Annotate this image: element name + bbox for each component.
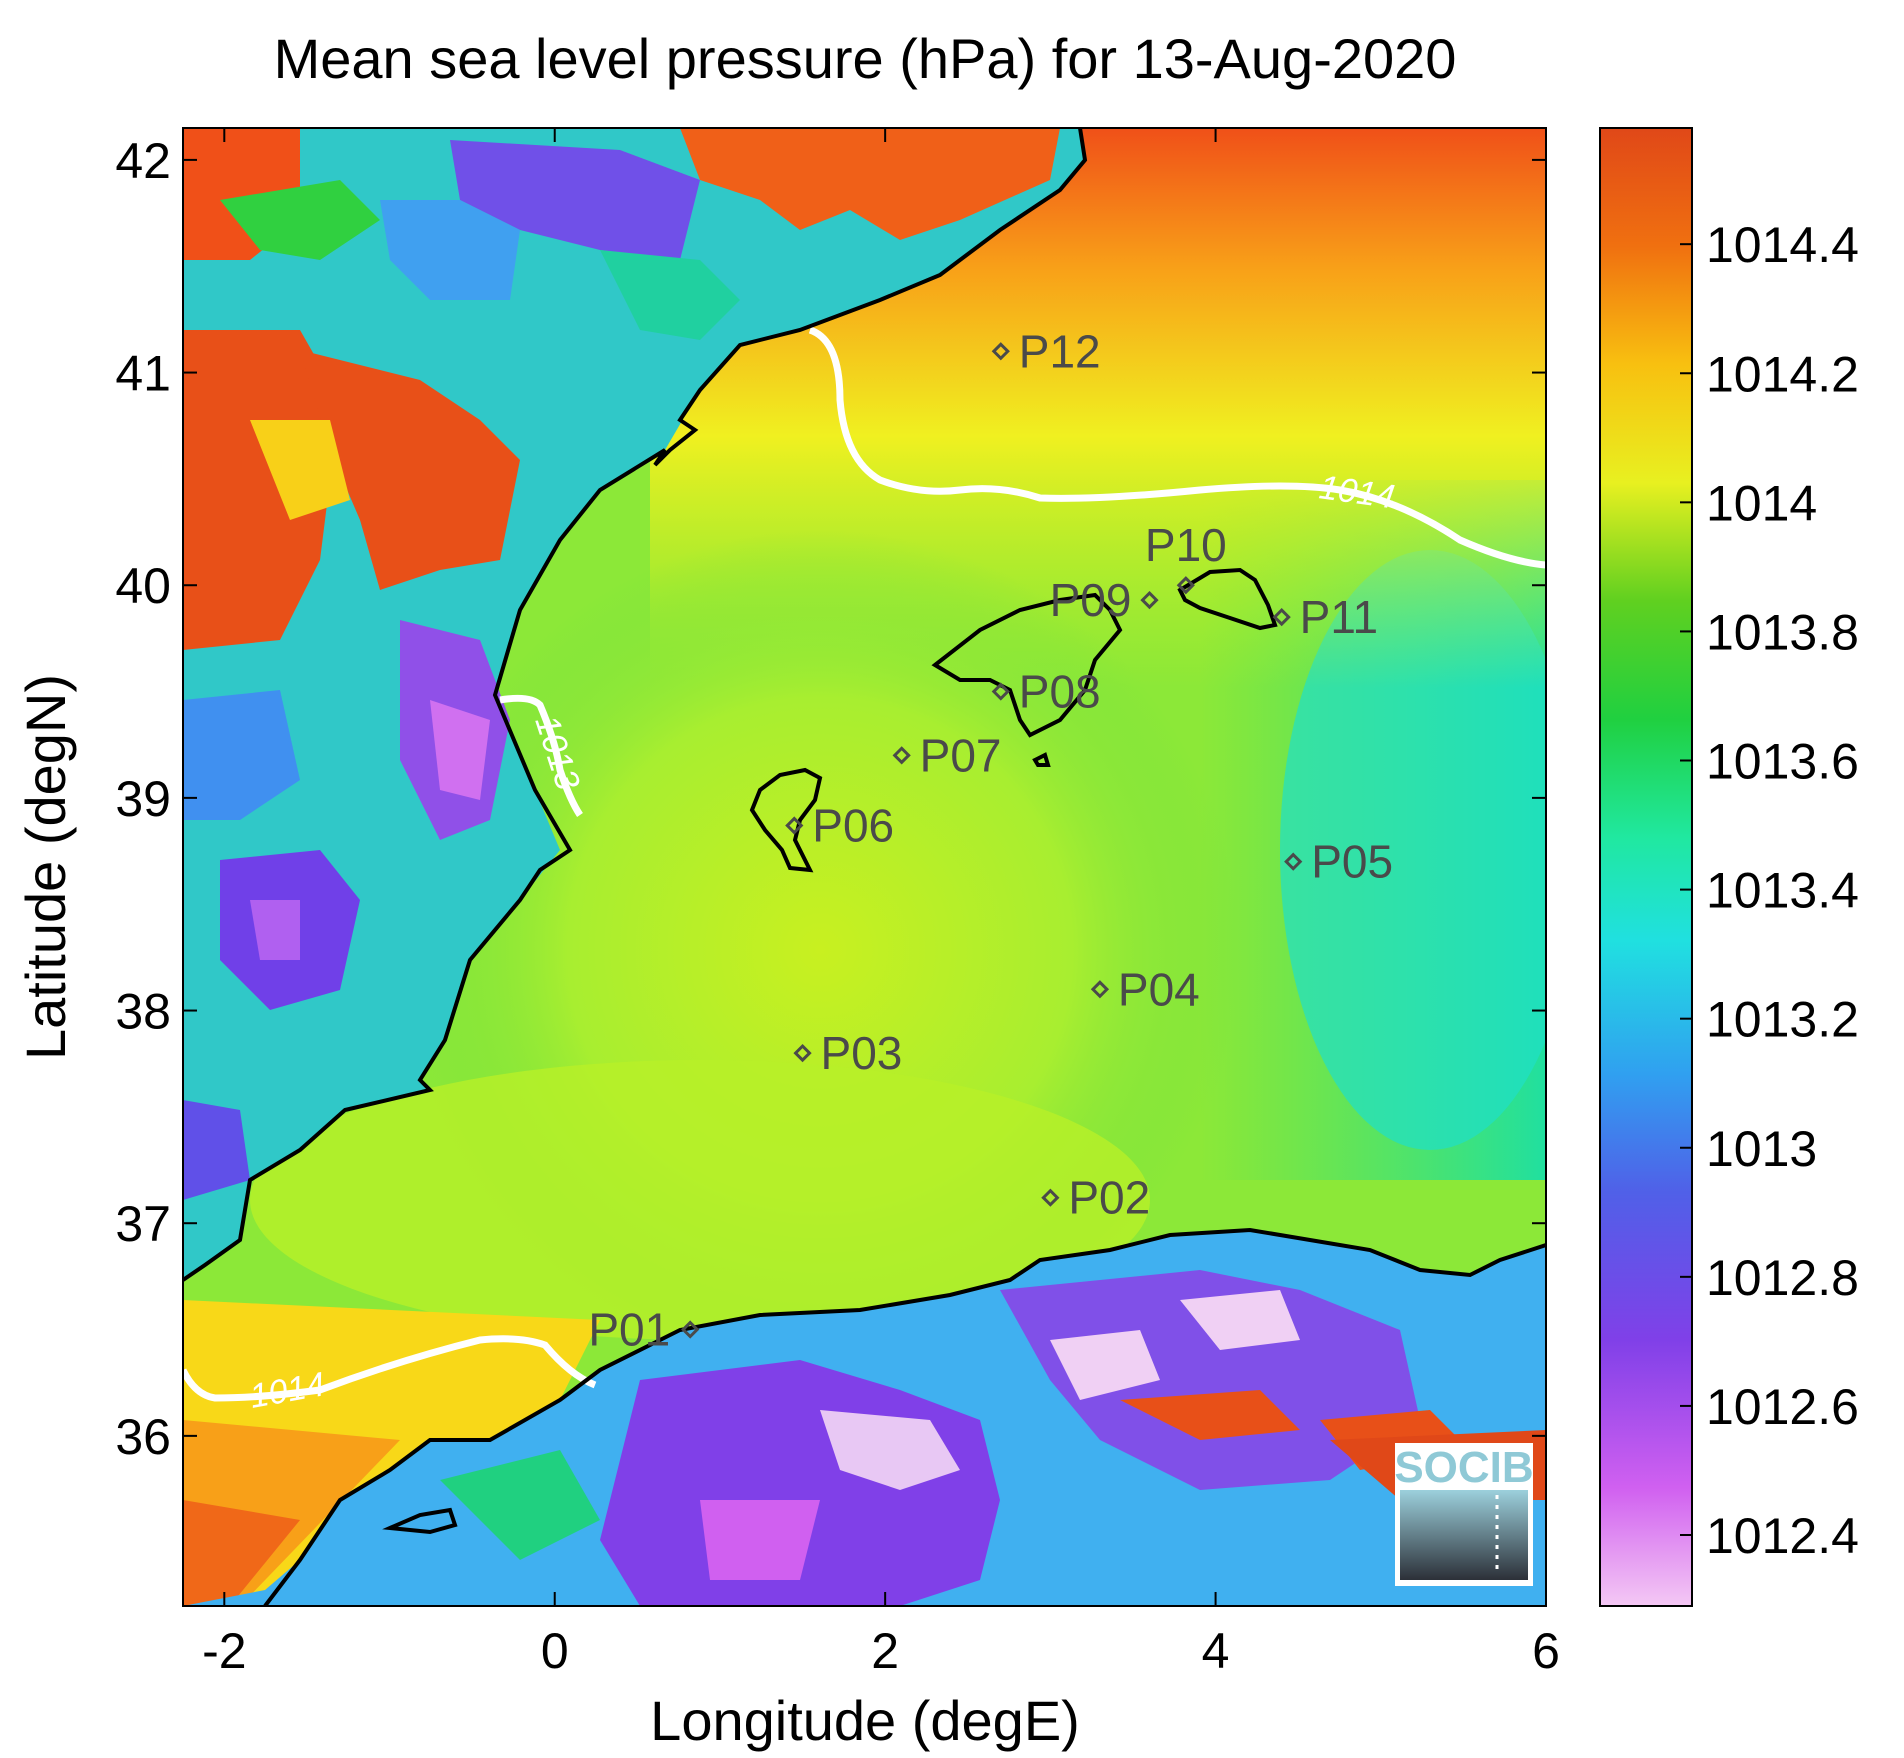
station-p04: P04 xyxy=(1090,963,1200,1015)
y-tick-label: 39 xyxy=(115,771,171,827)
station-label: P03 xyxy=(821,1027,903,1079)
station-p10: P10 xyxy=(1145,519,1227,595)
station-p09: P09 xyxy=(1050,574,1159,626)
station-marker xyxy=(1284,852,1303,871)
socib-logo-text: SOCIB xyxy=(1394,1443,1533,1492)
station-label: P09 xyxy=(1050,574,1132,626)
y-tick-label: 40 xyxy=(115,558,171,614)
y-axis-label: Latitude (degN) xyxy=(14,674,77,1060)
station-label: P12 xyxy=(1019,325,1101,377)
station-p03: P03 xyxy=(793,1027,903,1079)
station-marker xyxy=(681,1320,700,1339)
station-label: P07 xyxy=(920,729,1002,781)
x-tick-label: 4 xyxy=(1202,1623,1230,1679)
station-marker xyxy=(1176,576,1195,595)
axis-ticks: -2 0 2 4 6 36 37 38 39 40 41 42 xyxy=(115,128,1560,1679)
station-marker xyxy=(991,342,1010,361)
station-label: P06 xyxy=(812,800,894,852)
contour-lines xyxy=(183,326,1546,1402)
coast-menorca xyxy=(1177,567,1278,631)
colorbar-tick-label: 1013.8 xyxy=(1706,604,1859,660)
station-label: P04 xyxy=(1118,963,1200,1015)
station-p02: P02 xyxy=(1041,1172,1150,1224)
x-tick-label: -2 xyxy=(202,1623,246,1679)
station-marker xyxy=(1272,608,1291,627)
station-marker xyxy=(785,816,804,835)
x-tick-label: 6 xyxy=(1532,1623,1560,1679)
coast-ibiza xyxy=(749,767,823,873)
coastlines xyxy=(183,128,1546,1606)
station-p01: P01 xyxy=(588,1304,700,1356)
colorbar-tick-label: 1014 xyxy=(1706,475,1817,531)
y-tick-label: 37 xyxy=(115,1196,171,1252)
station-p06: P06 xyxy=(785,800,894,852)
colorbar-ticks: 1012.4 1012.6 1012.8 1013 1013.2 1013.4 1013.6… xyxy=(1680,217,1859,1564)
x-tick-label: 2 xyxy=(871,1623,899,1679)
station-label: P01 xyxy=(588,1304,670,1356)
contour-1013 xyxy=(499,694,583,817)
colorbar-tick-label: 1012.6 xyxy=(1706,1379,1859,1435)
station-p05: P05 xyxy=(1284,836,1393,888)
coast-iberia xyxy=(183,128,1088,1282)
colorbar xyxy=(1599,127,1693,1607)
y-tick-label: 38 xyxy=(115,984,171,1040)
station-label: P05 xyxy=(1311,836,1393,888)
colorbar-tick-label: 1013 xyxy=(1706,1121,1817,1177)
station-label: P08 xyxy=(1019,666,1101,718)
station-p11: P11 xyxy=(1272,591,1378,643)
colorbar-tick-label: 1014.2 xyxy=(1706,346,1859,402)
station-marker xyxy=(1041,1188,1060,1207)
station-marker xyxy=(793,1043,812,1063)
station-label: P02 xyxy=(1068,1172,1150,1224)
chart-title: Mean sea level pressure (hPa) for 13-Aug… xyxy=(274,27,1457,90)
station-p12: P12 xyxy=(991,325,1101,377)
coast-alboran xyxy=(382,1507,458,1535)
x-axis-label: Longitude (degE) xyxy=(650,1689,1080,1752)
pressure-field xyxy=(183,128,1546,1606)
socib-logo: SOCIB xyxy=(1394,1443,1534,1586)
colorbar-tick-label: 1012.8 xyxy=(1706,1250,1859,1306)
y-tick-label: 41 xyxy=(115,346,171,402)
colorbar-tick-label: 1013.6 xyxy=(1706,734,1859,790)
x-tick-label: 0 xyxy=(541,1623,569,1679)
colorbar-tick-label: 1012.4 xyxy=(1706,1508,1859,1564)
contour-1014-south xyxy=(183,1335,597,1402)
station-marker xyxy=(991,682,1010,701)
plot-frame xyxy=(182,127,1547,1607)
y-tick-label: 42 xyxy=(115,133,171,189)
coast-africa xyxy=(263,1227,1546,1606)
station-marker xyxy=(1090,980,1110,999)
station-p08: P08 xyxy=(991,666,1101,718)
station-label: P11 xyxy=(1300,591,1378,643)
coast-cabrera xyxy=(1032,752,1051,767)
colorbar-tick-label: 1013.2 xyxy=(1706,992,1859,1048)
station-marker xyxy=(1140,590,1159,610)
station-label: P10 xyxy=(1145,519,1227,571)
colorbar-tick-label: 1013.4 xyxy=(1706,863,1859,919)
colorbar-tick-label: 1014.4 xyxy=(1706,217,1859,273)
contour-1014-north xyxy=(808,326,1546,569)
station-marker xyxy=(892,746,911,765)
station-p07: P07 xyxy=(892,729,1002,781)
y-tick-label: 36 xyxy=(115,1409,171,1465)
